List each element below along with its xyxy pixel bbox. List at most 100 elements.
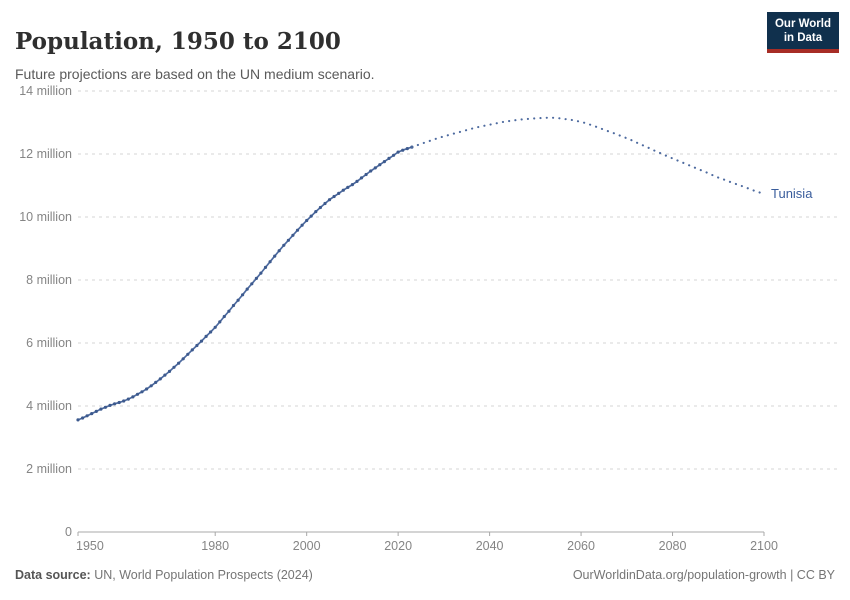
data-point-marker [295,228,300,232]
entity-label-tunisia[interactable]: Tunisia [771,186,813,201]
data-point-marker [177,361,181,365]
data-point-marker [350,183,354,187]
data-point-marker [126,397,130,401]
data-point-marker [149,384,153,388]
data-point-marker [186,352,190,356]
data-point-marker [337,191,341,195]
data-point-marker [291,233,295,237]
y-axis-label: 8 million [26,273,72,287]
data-point-marker [103,405,107,409]
data-point-marker [286,238,290,242]
data-point-marker [190,348,194,352]
data-point-marker [76,418,80,422]
owid-url-link[interactable]: OurWorldinData.org/population-growth | C… [572,568,835,582]
data-point-marker [145,387,149,391]
owid-logo-line2: in Data [783,32,823,45]
data-point-marker [131,395,135,399]
data-point-marker [167,369,172,373]
data-point-marker [300,223,304,227]
data-point-marker [213,325,217,329]
data-point-marker [323,201,327,206]
data-point-marker [94,409,98,413]
data-point-marker [158,377,162,381]
chart-footer: Data source: UN, World Population Prospe… [15,568,835,582]
data-point-marker [108,403,112,407]
owid-logo[interactable]: Our World in Data [766,12,839,54]
y-axis-label: 2 million [26,462,72,476]
data-point-marker [195,343,199,348]
data-point-marker [259,271,263,275]
data-point-marker [364,172,368,177]
data-point-marker [378,163,382,167]
data-point-marker [392,153,396,157]
projection-line-tunisia[interactable] [410,116,766,196]
data-point-marker [282,243,286,247]
data-point-marker [396,150,400,154]
y-axis-label: 4 million [26,399,72,413]
data-point-marker [181,357,185,361]
owid-logo-line1: Our World [774,18,831,30]
x-axis-label: 2040 [476,539,504,553]
data-point-marker [346,185,350,189]
data-point-marker [199,339,204,343]
data-point-marker [113,402,117,406]
data-point-marker [122,399,126,403]
data-point-marker [90,412,94,416]
data-point-marker [140,390,144,394]
data-point-marker [359,176,364,180]
data-point-marker [250,282,254,286]
y-axis-label: 6 million [26,336,72,350]
data-point-marker [318,205,322,210]
data-point-marker [355,179,359,183]
historical-line-tunisia[interactable] [77,146,413,421]
data-point-marker [373,166,377,170]
data-point-marker [231,303,236,308]
data-point-marker [154,380,158,384]
x-axis-label: 2020 [384,539,412,553]
data-point-marker [273,254,277,258]
data-point-marker [163,373,167,377]
data-point-marker [263,265,268,269]
data-point-marker [241,293,245,297]
data-point-marker [268,260,272,264]
page-title: Population, 1950 to 2100 [15,28,341,56]
data-point-marker [332,194,336,199]
data-source-text: UN, World Population Prospects (2024) [90,568,313,582]
x-axis-label: 1950 [76,539,104,553]
data-point-marker [245,287,249,291]
data-point-marker [222,314,226,319]
data-point-marker [85,414,89,418]
data-point-marker [117,400,121,405]
data-point-marker [227,309,231,313]
data-point-marker [327,198,332,202]
data-point-marker [236,298,240,302]
y-axis-label: 10 million [19,210,72,224]
y-axis-label: 0 [65,525,72,539]
x-axis-label: 2080 [659,539,687,553]
data-point-marker [204,334,208,338]
data-point-marker [81,416,85,420]
data-source-label: Data source: [15,568,91,582]
chart-subtitle: Future projections are based on the UN m… [15,66,375,82]
data-point-marker [387,156,391,160]
x-axis-label: 2000 [293,539,321,553]
data-point-marker [341,188,345,192]
data-point-marker [309,214,313,218]
x-axis-label: 1980 [201,539,229,553]
data-point-marker [254,276,258,280]
y-axis-label: 14 million [19,84,72,98]
data-point-marker [382,160,386,164]
data-point-marker [405,147,409,151]
x-axis-label: 2060 [567,539,595,553]
data-point-marker [209,330,213,334]
data-point-marker [277,249,281,253]
data-source-note: Data source: UN, World Population Prospe… [15,568,313,582]
data-point-marker [369,169,373,173]
x-axis-label: 2100 [750,539,778,553]
data-point-marker [401,148,405,152]
data-point-marker [314,210,318,214]
data-point-marker [135,392,140,396]
data-point-marker [218,320,222,324]
y-axis-label: 12 million [19,147,72,161]
